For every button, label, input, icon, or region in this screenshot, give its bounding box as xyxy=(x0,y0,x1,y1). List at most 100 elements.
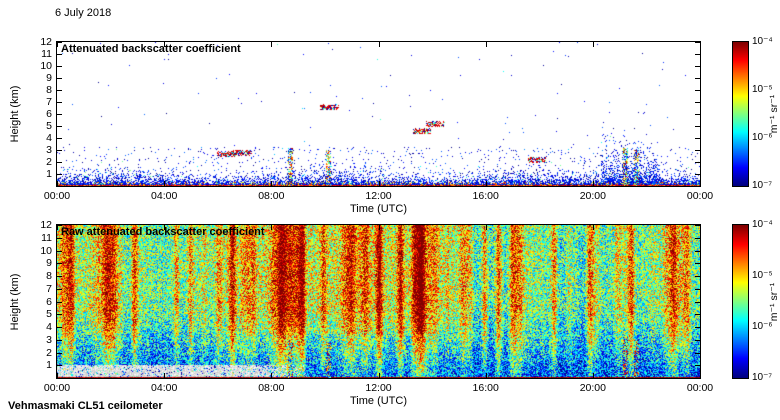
x-tick-mark xyxy=(378,181,380,186)
y-tick-label: 2 xyxy=(46,156,52,168)
y-tick-label: 1 xyxy=(46,359,52,372)
y-tick-mark xyxy=(695,114,700,115)
y-tick-label: 4 xyxy=(46,321,52,333)
x-axis-label-top: Time (UTC) xyxy=(349,203,408,215)
y-tick-mark xyxy=(695,339,700,341)
x-tick-label: 08:00 xyxy=(258,190,285,202)
y-tick-mark xyxy=(57,78,62,79)
attenuated-backscatter-heatmap xyxy=(57,42,700,186)
colorbar-tick-label: 10⁻⁵ xyxy=(752,270,773,281)
y-tick-label: 9 xyxy=(46,257,52,270)
y-tick-mark xyxy=(695,288,700,290)
colorbar-top-gradient xyxy=(733,42,748,186)
colorbar-bottom-gradient xyxy=(733,225,748,378)
y-tick-label: 11 xyxy=(41,48,52,60)
y-tick-mark xyxy=(57,126,62,127)
x-tick-mark xyxy=(57,225,58,230)
x-tick-mark xyxy=(485,225,487,230)
x-tick-mark xyxy=(592,42,594,47)
y-tick-label: 9 xyxy=(46,72,52,84)
x-tick-mark xyxy=(57,373,58,378)
x-tick-label: 00:00 xyxy=(686,382,714,394)
y-tick-mark xyxy=(695,225,700,226)
y-tick-label: 12 xyxy=(40,36,52,48)
y-tick-mark xyxy=(695,162,700,163)
x-tick-mark xyxy=(378,373,380,378)
x-tick-label: 20:00 xyxy=(579,382,606,394)
y-tick-mark xyxy=(57,225,62,226)
y-tick-mark xyxy=(57,90,62,91)
y-tick-mark xyxy=(57,352,62,354)
y-tick-mark xyxy=(57,114,62,115)
y-tick-mark xyxy=(695,365,700,367)
colorbar-bottom xyxy=(732,224,749,379)
y-tick-mark xyxy=(57,288,62,290)
y-axis-label-bottom: Height (km) xyxy=(9,273,21,330)
y-tick-mark xyxy=(695,263,700,265)
y-tick-mark xyxy=(695,150,700,151)
x-tick-mark xyxy=(700,373,701,378)
x-tick-mark xyxy=(57,181,58,186)
colorbar-unit-label: m⁻¹ sr⁻¹ xyxy=(768,94,780,134)
x-tick-mark xyxy=(700,181,701,186)
y-tick-mark xyxy=(695,314,700,316)
y-tick-label: 6 xyxy=(46,295,52,308)
x-tick-mark xyxy=(378,42,380,47)
colorbar-unit-label: m⁻¹ sr⁻¹ xyxy=(768,282,780,321)
y-tick-mark xyxy=(695,250,700,252)
colorbar-tick-label: 10⁻⁷ xyxy=(752,180,773,191)
colorbar-tick-label: 10⁻⁴ xyxy=(752,219,773,230)
y-tick-label: 7 xyxy=(46,96,52,108)
y-tick-mark xyxy=(57,42,62,43)
colorbar-tick-label: 10⁻⁶ xyxy=(752,132,773,143)
y-tick-mark xyxy=(57,276,62,277)
y-tick-mark xyxy=(57,250,62,252)
x-tick-label: 12:00 xyxy=(365,190,392,202)
x-tick-label: 20:00 xyxy=(579,190,606,202)
x-tick-mark xyxy=(700,42,701,47)
y-tick-mark xyxy=(57,54,62,55)
colorbar-tick-label: 10⁻⁶ xyxy=(752,321,773,332)
raw-backscatter-panel: Raw attenuated backscatter coefficient xyxy=(56,224,701,379)
attenuated-panel-title: Attenuated backscatter coefficient xyxy=(61,43,241,55)
x-tick-mark xyxy=(57,42,58,47)
x-tick-mark xyxy=(271,181,273,186)
y-tick-mark xyxy=(695,54,700,55)
y-tick-label: 10 xyxy=(40,60,52,72)
y-tick-mark xyxy=(695,327,700,328)
x-tick-label: 12:00 xyxy=(365,382,392,394)
x-tick-mark xyxy=(378,225,380,230)
x-tick-label: 04:00 xyxy=(151,382,178,394)
y-tick-mark xyxy=(57,66,62,67)
y-tick-mark xyxy=(695,276,700,277)
colorbar-top xyxy=(732,41,749,187)
x-tick-mark xyxy=(485,373,487,378)
y-tick-mark xyxy=(695,126,700,127)
x-tick-mark xyxy=(485,42,487,47)
y-axis-label-top: Height (km) xyxy=(9,85,21,143)
y-tick-label: 8 xyxy=(46,84,52,96)
y-tick-mark xyxy=(57,339,62,341)
x-tick-mark xyxy=(592,225,594,230)
x-tick-mark xyxy=(700,225,701,230)
y-tick-mark xyxy=(695,301,700,303)
y-tick-mark xyxy=(695,90,700,91)
x-tick-mark xyxy=(164,225,166,230)
x-tick-mark xyxy=(164,42,166,47)
raw-panel-title: Raw attenuated backscatter coefficient xyxy=(61,226,265,238)
x-tick-mark xyxy=(271,225,273,230)
attenuated-backscatter-panel: Attenuated backscatter coefficient xyxy=(56,41,701,187)
y-tick-label: 5 xyxy=(46,308,52,321)
y-tick-label: 3 xyxy=(46,333,52,346)
y-tick-label: 8 xyxy=(46,270,52,282)
y-tick-mark xyxy=(695,102,700,103)
y-tick-label: 7 xyxy=(46,282,52,295)
y-tick-label: 12 xyxy=(40,219,52,231)
y-tick-mark xyxy=(57,301,62,303)
y-tick-mark xyxy=(695,138,700,139)
x-tick-label: 08:00 xyxy=(258,382,285,394)
date-label: 6 July 2018 xyxy=(55,7,112,19)
y-tick-label: 4 xyxy=(46,132,52,144)
x-tick-mark xyxy=(164,373,166,378)
y-tick-mark xyxy=(695,42,700,43)
